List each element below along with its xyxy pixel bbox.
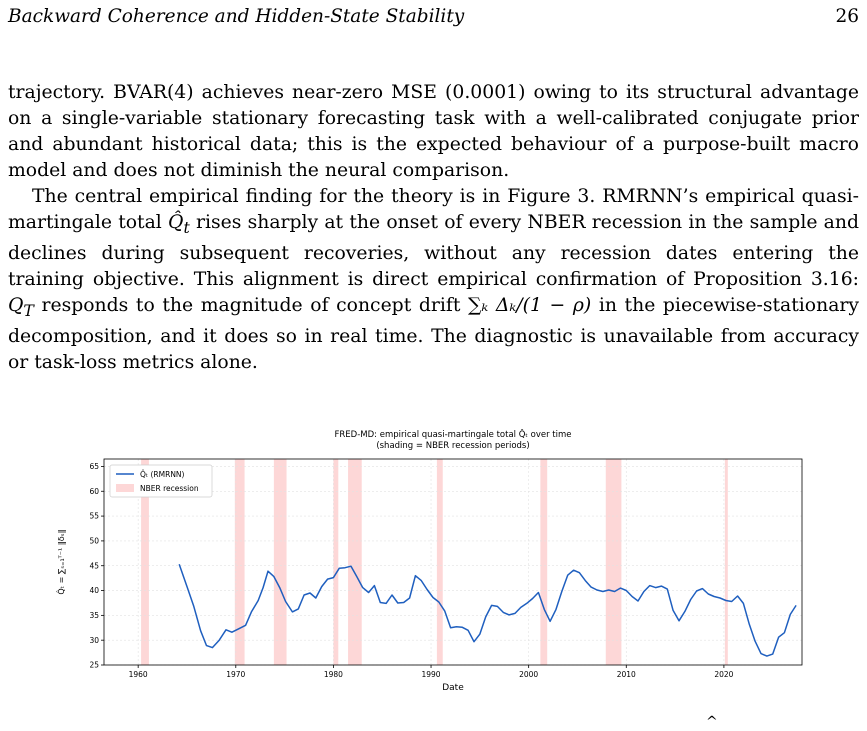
x-tick-label: 1990: [421, 670, 440, 679]
math-q-hat-t: Q̂t: [168, 212, 190, 237]
series-line-0: [178, 563, 797, 657]
page-header: Backward Coherence and Hidden-State Stab…: [8, 6, 859, 32]
recession-band-7: [605, 459, 622, 665]
recession-band-1: [234, 459, 245, 665]
math-q-symbol: Q: [8, 294, 24, 316]
y-tick-label: 30: [89, 636, 99, 645]
y-axis-label: Q̂ₜ = ∑ₛ₌₁ᵀ⁻¹ ‖δₛ‖: [56, 529, 66, 594]
paragraph-2-part-b: rises sharply at the onset of every NBER…: [8, 212, 859, 290]
legend-label-recession: NBER recession: [140, 484, 199, 493]
y-tick-label: 35: [89, 611, 99, 620]
x-tick-label: 1960: [129, 670, 148, 679]
recession-band-2: [273, 459, 287, 665]
y-tick-label: 25: [89, 661, 99, 670]
x-tick-label: 2010: [617, 670, 636, 679]
x-tick-label: 2000: [519, 670, 538, 679]
chart-title: FRED-MD: empirical quasi-martingale tota…: [335, 428, 572, 440]
recession-band-0: [141, 459, 149, 665]
recession-band-5: [436, 459, 443, 665]
paragraph-1: trajectory. BVAR(4) achieves near-zero M…: [8, 82, 859, 181]
recession-band-3: [333, 459, 339, 665]
y-tick-label: 50: [89, 537, 99, 546]
legend-recession-swatch: [116, 484, 134, 492]
legend-label-series: Q̂ₜ (RMRNN): [140, 470, 185, 479]
body-text: trajectory. BVAR(4) achieves near-zero M…: [8, 80, 859, 376]
y-tick-label: 65: [89, 462, 99, 471]
math-q-hat-symbol: Q̂: [168, 212, 184, 233]
x-axis-label: Date: [442, 683, 464, 693]
page-number: 26: [835, 6, 859, 27]
legend-box: [109, 464, 213, 498]
paragraph-2-part-c: responds to the magnitude of concept dri…: [33, 294, 468, 316]
math-drift-sum: ∑ₖ Δₖ/(1 − ρ): [468, 294, 592, 316]
math-q-sub: T: [23, 300, 34, 320]
figure-3: FRED-MD: empirical quasi-martingale tota…: [40, 425, 860, 700]
paragraph-2: The central empirical finding for the th…: [8, 184, 859, 376]
math-q-hat-sub: t: [183, 217, 190, 237]
paragraph-2-part-d: in the piecewise-stationary decompositio…: [8, 294, 859, 373]
recession-band-6: [540, 459, 548, 665]
quasi-martingale-chart: FRED-MD: empirical quasi-martingale tota…: [56, 428, 803, 693]
y-tick-label: 40: [89, 586, 99, 595]
x-tick-label: 1980: [324, 670, 343, 679]
plot-frame: [103, 458, 803, 666]
x-tick-label: 1970: [226, 670, 245, 679]
footer-hat-mark: ^: [706, 714, 718, 730]
y-tick-label: 45: [89, 561, 99, 570]
chart-subtitle: (shading = NBER recession periods): [376, 441, 529, 451]
y-tick-label: 60: [89, 487, 99, 496]
running-title: Backward Coherence and Hidden-State Stab…: [8, 6, 465, 27]
recession-band-4: [348, 459, 362, 665]
x-tick-label: 2020: [714, 670, 733, 679]
math-q-t: QT: [8, 294, 34, 320]
paragraph-2-part-a: The central empirical finding for the th…: [8, 186, 859, 233]
y-tick-label: 55: [89, 512, 99, 521]
recession-band-8: [724, 459, 728, 665]
